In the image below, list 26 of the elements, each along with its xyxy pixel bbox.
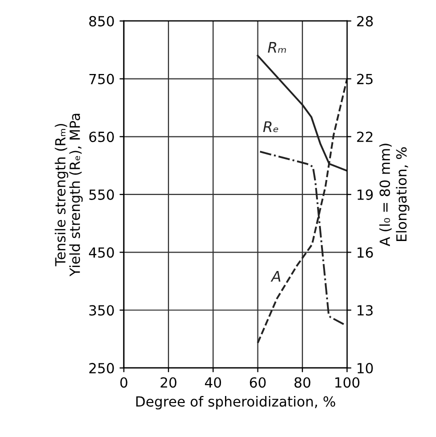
y2-tick-label: 13 xyxy=(358,305,373,316)
y-tick-label: 250 xyxy=(89,362,114,374)
x-axis-title: Degree of spheroidization, % xyxy=(136,396,336,410)
x-tick-label: 60 xyxy=(250,377,266,388)
x-tick-label: 40 xyxy=(204,377,222,388)
y2-tick-label: 22 xyxy=(357,132,372,142)
y-axis-title: Tensile strength (Rₘ) Yield strength (Rₑ), MPa xyxy=(54,114,83,276)
y2-tick-label: 10 xyxy=(358,362,373,374)
x-tick-label: 80 xyxy=(294,377,310,388)
y2-tick-label: 28 xyxy=(357,16,373,26)
y2-tick-label: 25 xyxy=(357,74,373,84)
y-tick-label: 450 xyxy=(88,247,114,258)
y-tick-label: 750 xyxy=(89,74,114,84)
x-tick-label: 0 xyxy=(120,377,128,388)
y-tick-label: 650 xyxy=(89,132,114,142)
y-tick-label: 550 xyxy=(89,189,114,200)
x-tick-label: 100 xyxy=(335,377,360,388)
series-label: Rₘ xyxy=(268,42,286,53)
x-tick-label: 20 xyxy=(160,377,176,388)
y2-tick-label: 19 xyxy=(358,189,373,200)
y-tick-label: 850 xyxy=(89,16,114,26)
series-label: Rₑ xyxy=(263,121,278,132)
series-label: A xyxy=(270,271,280,282)
y2-tick-label: 16 xyxy=(358,247,373,258)
y-tick-label: 350 xyxy=(89,305,114,316)
y2-axis-title: A (l₀ = 80 mm) Elongation, % xyxy=(379,144,410,246)
